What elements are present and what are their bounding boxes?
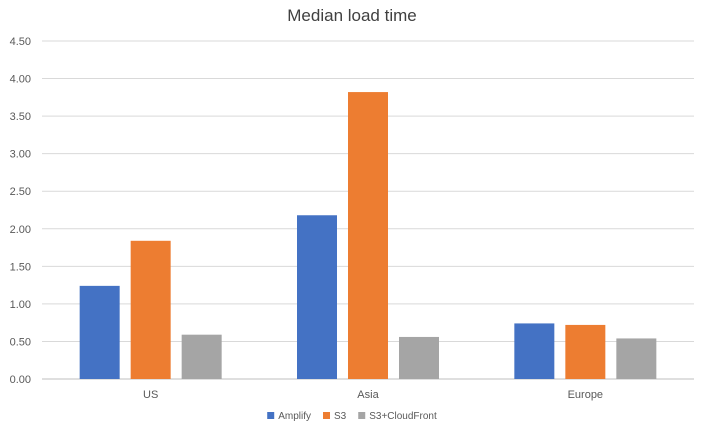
bar-s3-cloudfront-us [181, 334, 222, 379]
legend-label: S3 [334, 411, 347, 422]
y-axis-tick-labels: 0.00 0.50 1.00 1.50 2.00 2.50 3.00 3.50 4.00 4.50 [10, 36, 31, 386]
y-tick-label: 2.00 [10, 224, 31, 236]
legend-swatch [323, 412, 331, 419]
x-axis-category-labels: US Asia Europe [143, 389, 603, 401]
bar-s3-asia [348, 92, 388, 379]
bar-amplify-europe [514, 323, 555, 379]
y-tick-label: 4.50 [10, 36, 31, 48]
bar-s3-cloudfront-asia [399, 336, 439, 379]
chart-title: Median load time [287, 6, 416, 25]
x-category-label: Europe [568, 389, 603, 401]
bar-s3-europe [565, 324, 606, 379]
bar-amplify-asia [297, 215, 337, 379]
bar-amplify-us [79, 285, 120, 379]
x-category-label: US [143, 389, 158, 401]
legend-swatch [358, 412, 366, 419]
y-tick-label: 2.50 [10, 186, 31, 198]
bar-s3-us [130, 240, 171, 379]
legend-label: S3+CloudFront [369, 411, 437, 422]
bar-s3-cloudfront-europe [616, 338, 657, 379]
y-tick-label: 3.00 [10, 149, 31, 161]
y-tick-label: 1.50 [10, 261, 31, 273]
y-tick-label: 0.00 [10, 374, 31, 386]
legend-swatch [267, 412, 275, 419]
legend: Amplify S3 S3+CloudFront [267, 411, 437, 422]
legend-label: Amplify [278, 411, 311, 422]
y-tick-label: 3.50 [10, 111, 31, 123]
x-category-label: Asia [357, 389, 379, 401]
y-tick-label: 0.50 [10, 336, 31, 348]
y-tick-label: 1.00 [10, 299, 31, 311]
bars [79, 92, 657, 379]
y-tick-label: 4.00 [10, 74, 31, 86]
